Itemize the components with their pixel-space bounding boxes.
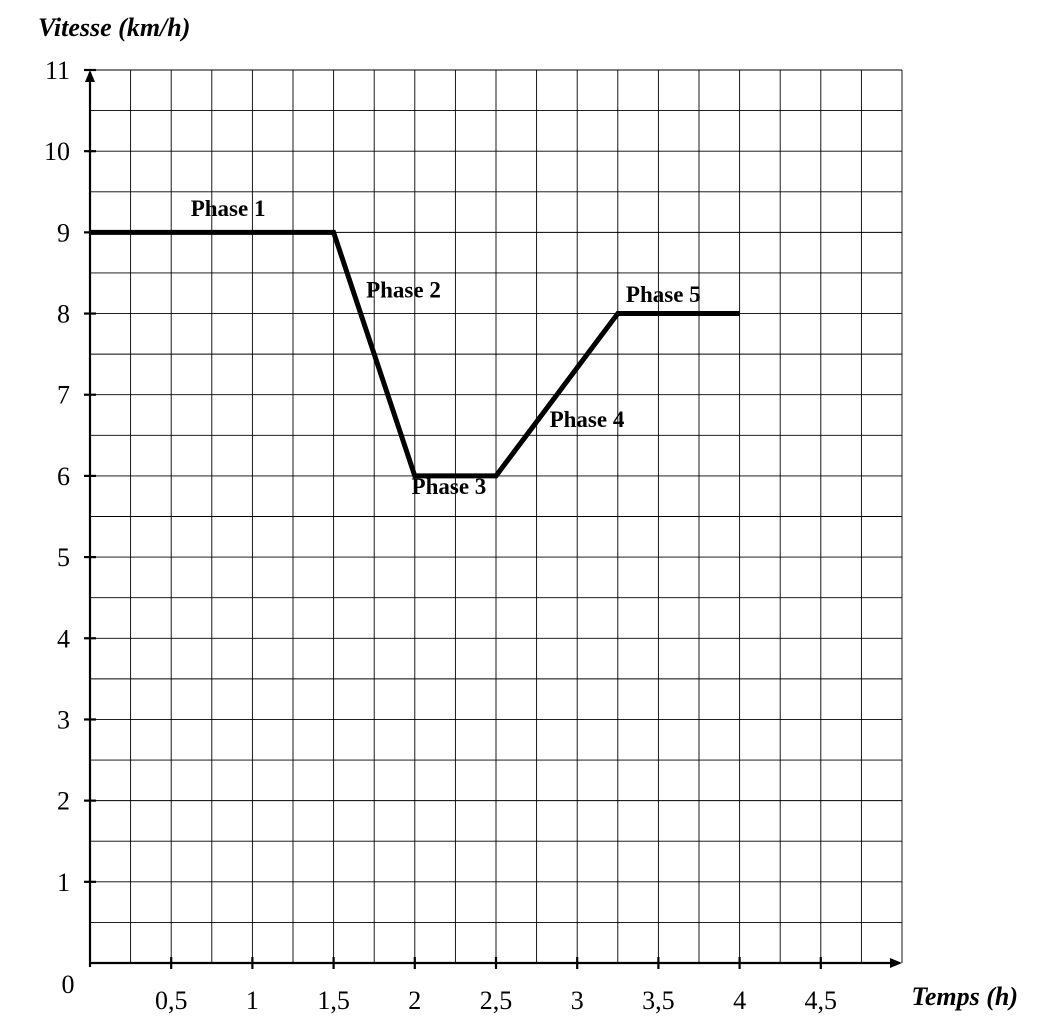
series (90, 229, 740, 479)
phase-label: Phase 4 (550, 407, 625, 432)
y-tick-label: 4 (57, 624, 70, 653)
x-axis-title: Temps (h) (911, 982, 1018, 1011)
x-tick-label: 4 (733, 986, 746, 1015)
phase-annotations: Phase 1 Phase 2 Phase 3 Phase 4 Phase 5 (191, 196, 701, 499)
y-tick-label: 3 (57, 705, 70, 734)
phase-label: Phase 3 (412, 474, 487, 499)
x-tick-label: 1 (246, 986, 259, 1015)
y-axis-title: Vitesse (km/h) (38, 13, 190, 42)
x-tick-label: 4,5 (805, 986, 838, 1015)
x-tick-label: 1,5 (317, 986, 350, 1015)
x-tick-label: 3 (571, 986, 584, 1015)
y-tick-label: 5 (57, 543, 70, 572)
grid (90, 69, 903, 963)
labels: Vitesse (km/h) Temps (h) 0 (38, 13, 1018, 1011)
y-tick-label: 8 (57, 300, 70, 329)
x-axis-arrowhead (890, 958, 902, 968)
series-line (90, 229, 740, 479)
y-tick-label: 11 (45, 56, 70, 85)
phase-label: Phase 1 (191, 196, 266, 221)
phase-label: Phase 2 (366, 277, 441, 302)
x-tick-label: 2,5 (480, 986, 513, 1015)
y-tick-label: 2 (57, 787, 70, 816)
y-tick-label: 6 (57, 462, 70, 491)
origin-label: 0 (62, 970, 75, 999)
y-tick-label: 9 (57, 218, 70, 247)
ticks: 0,5 1 1,5 2 2,5 3 3,5 4 4,5 1 2 3 4 5 6 7 8 9 10 11 (44, 56, 837, 1015)
x-tick-label: 0,5 (155, 986, 188, 1015)
y-tick-label: 7 (57, 381, 70, 410)
x-tick-label: 3,5 (642, 986, 675, 1015)
y-axis-arrowhead (85, 70, 95, 82)
y-tick-label: 10 (44, 137, 70, 166)
x-tick-label: 2 (408, 986, 421, 1015)
phase-label: Phase 5 (626, 282, 701, 307)
y-tick-label: 1 (57, 868, 70, 897)
